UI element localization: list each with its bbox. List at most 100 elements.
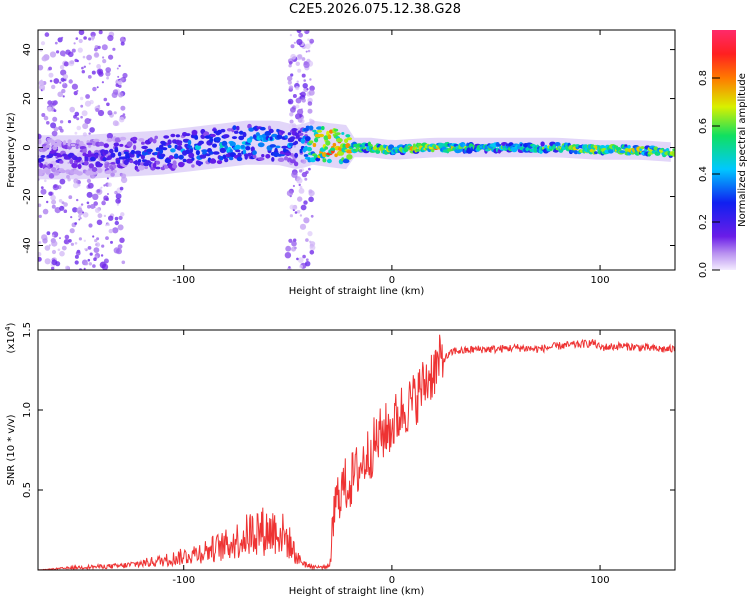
ridge-blob <box>119 143 124 147</box>
noise-dot <box>297 176 301 180</box>
noise-dot <box>80 115 83 119</box>
spectrogram-frame <box>37 29 676 271</box>
noise-dot <box>67 178 71 182</box>
ridge-blob <box>329 129 334 134</box>
noise-dot <box>119 237 125 243</box>
noise-dot <box>120 212 125 217</box>
noise-dot <box>289 214 293 218</box>
ridge-blob <box>608 149 614 154</box>
noise-dot <box>86 201 90 205</box>
ridge-blob <box>341 132 345 135</box>
noise-dot <box>85 94 90 99</box>
ridge-blob <box>291 128 298 132</box>
noise-dot <box>292 184 295 188</box>
noise-dot <box>288 61 293 65</box>
noise-dot <box>118 64 121 68</box>
noise-dot <box>297 108 304 115</box>
ridge-blob <box>232 125 237 131</box>
ridge-blob <box>194 135 199 140</box>
noise-dot <box>296 30 302 34</box>
y-tick-label: 0 <box>22 144 33 150</box>
noise-dot <box>72 207 78 213</box>
ridge-blob <box>74 156 79 161</box>
noise-dot <box>97 213 103 219</box>
noise-dot <box>295 104 300 109</box>
noise-dot <box>307 49 311 53</box>
noise-dot <box>309 118 312 122</box>
ridge-blob <box>106 139 113 142</box>
ridge-blob <box>216 160 223 165</box>
x-tick-label: -100 <box>172 275 195 286</box>
noise-dot <box>52 116 58 122</box>
noise-dot <box>287 75 293 82</box>
ridge-blob <box>38 139 42 145</box>
noise-dot <box>91 70 96 75</box>
ridge-blob <box>170 148 176 153</box>
noise-dot <box>303 61 308 66</box>
noise-dot <box>106 102 110 107</box>
ridge-blob <box>304 136 311 142</box>
ridge-blob <box>212 143 217 148</box>
ridge-blob <box>54 139 62 143</box>
noise-dot <box>62 95 65 98</box>
noise-dot <box>296 257 299 261</box>
ridge-blob <box>45 169 51 175</box>
noise-dot <box>297 68 302 73</box>
noise-dot <box>59 250 65 257</box>
noise-dot <box>80 203 84 206</box>
y-axis-title: Frequency (Hz) <box>6 112 17 188</box>
noise-dot <box>301 159 307 164</box>
noise-dot <box>305 43 311 50</box>
noise-dot <box>304 177 308 181</box>
noise-dot <box>289 34 292 37</box>
snr-axes: -100 0 100 0.5 1.0 1.5 Height of straight line… <box>4 322 675 597</box>
ridge-blob <box>131 136 138 141</box>
ridge-blob <box>655 152 660 156</box>
noise-dot <box>91 37 94 41</box>
ridge-blob <box>671 151 675 157</box>
ridge-blob <box>229 141 236 147</box>
ridge-blob <box>281 145 288 149</box>
noise-dot <box>74 131 78 135</box>
colorbar-tick-label: 0.4 <box>698 166 709 182</box>
noise-dot <box>58 199 63 203</box>
ridge-blob <box>322 152 327 158</box>
ridge-blob <box>318 133 325 138</box>
ridge-blob <box>275 145 281 149</box>
noise-dot <box>286 190 293 197</box>
ridge-blob <box>49 163 53 168</box>
noise-dot <box>93 247 100 254</box>
noise-dot <box>81 110 88 117</box>
noise-dot <box>89 252 93 256</box>
noise-dot <box>84 100 92 107</box>
noise-dot <box>291 171 298 178</box>
noise-dot <box>107 34 114 42</box>
ridge-blob <box>323 135 329 141</box>
noise-dot <box>38 64 44 71</box>
noise-dot <box>67 161 70 164</box>
ridge-blob <box>109 148 114 154</box>
ridge-blob <box>189 148 193 154</box>
noise-dot <box>44 258 51 265</box>
ridge-blob <box>175 134 180 138</box>
noise-dot <box>117 224 124 231</box>
ridge-blob <box>71 162 78 169</box>
ridge-blob <box>222 154 227 160</box>
noise-dot <box>297 196 303 202</box>
ridge-blob <box>212 151 220 155</box>
noise-dot <box>97 45 101 50</box>
ridge-blob <box>342 159 350 164</box>
noise-dot <box>62 74 69 80</box>
noise-dot <box>118 215 123 220</box>
noise-dot <box>307 101 313 106</box>
noise-dot <box>122 72 128 79</box>
ridge-blob <box>119 136 127 141</box>
noise-dot <box>302 254 306 259</box>
ridge-blob <box>594 151 598 155</box>
ridge-blob <box>62 140 67 146</box>
ridge-blob <box>195 150 200 156</box>
spectrogram-panel: -100 0 100 -40 -20 0 20 40 Height of straight li… <box>6 29 676 297</box>
ridge-blob <box>209 158 217 164</box>
noise-dot <box>105 71 111 77</box>
noise-dot <box>59 65 65 70</box>
